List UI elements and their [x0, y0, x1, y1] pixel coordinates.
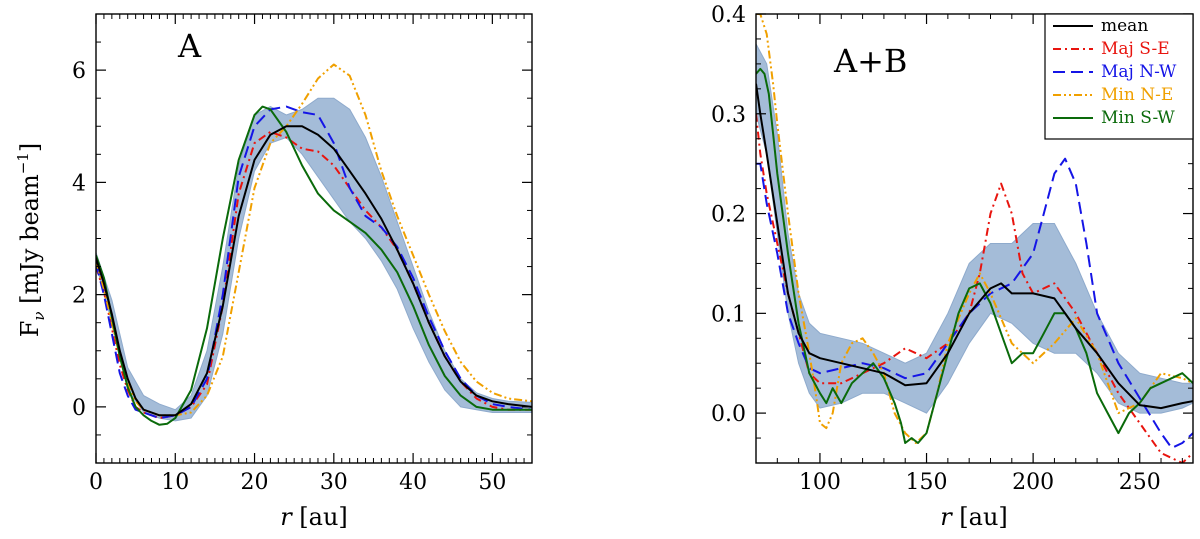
series-line-maj-s-e — [96, 130, 532, 420]
x-tick-label: 0 — [89, 470, 103, 495]
panel-label-ab: A+B — [833, 42, 907, 80]
x-tick-label: 100 — [799, 470, 841, 495]
y-tick-label: 4 — [72, 171, 86, 196]
panel-a: 0 10 20 30 40 50 0 2 4 6 A r [au] Fν [mJy beam−1] — [14, 13, 533, 531]
y-tick-label: 0.0 — [711, 402, 746, 427]
legend: mean Maj S-E Maj N-W Min N-E Min S-W — [1044, 13, 1194, 140]
y-tick-label: 6 — [72, 59, 86, 84]
uncertainty-band — [96, 97, 532, 422]
ticks-ab: 100 150 200 250 0.0 0.1 0.2 0.3 0.4 — [711, 3, 1193, 495]
plot-area-a — [96, 63, 532, 426]
series-line-min-n-e — [96, 63, 532, 417]
x-tick-label: 40 — [399, 470, 427, 495]
series-line-min-n-e — [756, 14, 1193, 444]
legend-label: mean — [1101, 16, 1148, 36]
panel-label-a: A — [177, 27, 202, 65]
series-line-min-s-w — [756, 67, 1193, 444]
y-axis-label-unit: [mJy beam — [16, 174, 44, 311]
y-tick-label: 2 — [72, 284, 86, 309]
panel-ab: 100 150 200 250 0.0 0.1 0.2 0.3 0.4 A+B r [au] m… — [711, 3, 1194, 531]
series-line-min-s-w — [96, 105, 532, 426]
legend-label: Min S-W — [1101, 108, 1175, 128]
y-tick-label: 0.2 — [711, 203, 746, 228]
y-axis-label-close: ] — [16, 143, 44, 152]
x-axis-label-var: r — [940, 503, 953, 531]
x-axis-label-a: r [au] — [280, 503, 348, 531]
y-axis-label-exp: −1 — [14, 152, 32, 174]
x-tick-label: 150 — [906, 470, 948, 495]
legend-label: Maj N-W — [1101, 62, 1177, 82]
x-tick-label: 20 — [241, 470, 269, 495]
y-axis-label-main: F — [16, 321, 44, 338]
x-tick-label: 50 — [478, 470, 506, 495]
plot-area-ab — [756, 14, 1193, 463]
x-tick-label: 30 — [320, 470, 348, 495]
series-line-maj-n-w — [96, 105, 532, 420]
series-line-maj-n-w — [756, 157, 1193, 449]
y-axis-label-sub: ν — [30, 311, 48, 320]
x-tick-label: 10 — [161, 470, 189, 495]
ticks-a: 0 10 20 30 40 50 0 2 4 6 — [72, 13, 533, 495]
x-axis-label-unit: [au] — [952, 503, 1008, 531]
x-axis-label-unit: [au] — [292, 503, 348, 531]
y-tick-label: 0.3 — [711, 103, 746, 128]
uncertainty-band — [756, 43, 1193, 414]
x-tick-label: 200 — [1012, 470, 1054, 495]
legend-label: Maj S-E — [1101, 39, 1170, 59]
y-tick-label: 0.4 — [711, 3, 746, 28]
series-line-mean — [756, 83, 1193, 410]
y-tick-label: 0.1 — [711, 302, 746, 327]
x-tick-label: 250 — [1119, 470, 1161, 495]
y-axis-label-a: Fν [mJy beam−1] — [14, 143, 48, 337]
legend-label: Min N-E — [1101, 85, 1173, 105]
y-tick-label: 0 — [72, 396, 86, 421]
x-axis-label-ab: r [au] — [940, 503, 1008, 531]
series-line-mean — [96, 125, 532, 417]
x-axis-label-var: r — [280, 503, 293, 531]
